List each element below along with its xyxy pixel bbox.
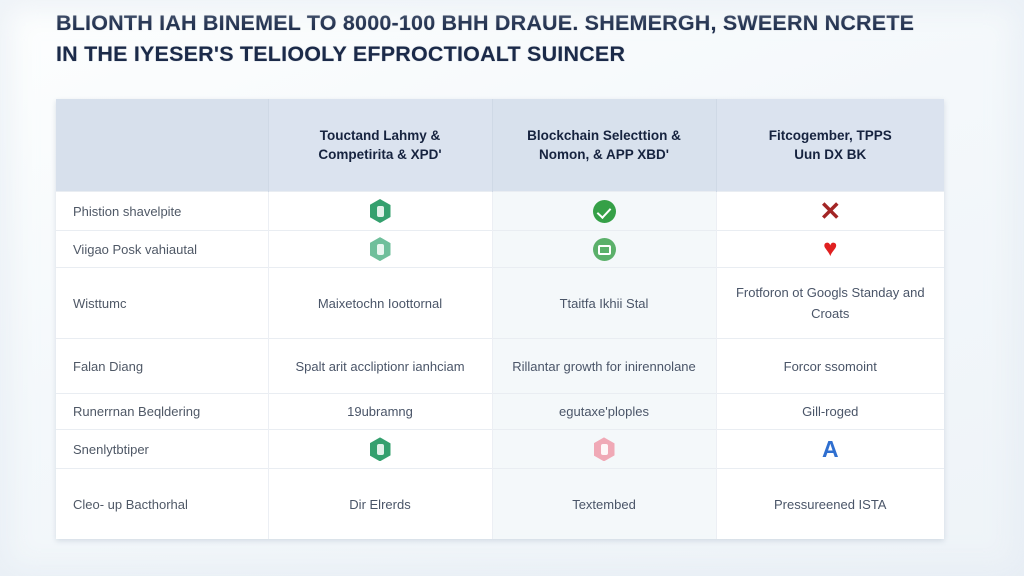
table-row: Cleo- up Bacthorhal Dir Elrerds Textembed P… <box>56 468 944 539</box>
heart-icon: ♥ <box>823 235 838 263</box>
hex-badge-pink-icon <box>593 437 615 462</box>
table-cell-text: Forcor ssomoint <box>783 358 877 374</box>
table-cell: Dir Elrerds <box>268 468 493 539</box>
table-cell <box>268 190 493 231</box>
table-cell-text: Rillantar growth for inirennolane <box>512 358 696 374</box>
table-cell: ✕ <box>716 190 944 231</box>
table-header-line-1: Blockchain Selecttion & <box>527 128 681 143</box>
table-cell-text: egutaxe'ploples <box>559 404 649 420</box>
hex-badge-icon <box>369 237 391 262</box>
table-cell: egutaxe'ploples <box>492 393 717 430</box>
table-cell-text: Spalt arit accliptionr ianhciam <box>295 358 465 374</box>
table-cell: Pressureened ISTA <box>716 468 944 539</box>
comparison-table: Touctand Lahmy & Competirita & XPD' Bloc… <box>56 99 944 539</box>
table-header-line-2: Uun DX BK <box>794 147 867 162</box>
check-circle-icon <box>592 199 616 223</box>
table-cell: Frotforon ot Googls Standay and Croats <box>716 267 944 339</box>
table-row-label: Cleo- up Bacthorhal <box>56 468 269 539</box>
table-cell-text: Pressureened ISTA <box>774 496 887 512</box>
page-title-line-2: IN THE IYESER'S TELIOOLY EFPROCTIOALT SU… <box>56 42 626 66</box>
table-cell-text: Dir Elrerds <box>349 496 411 512</box>
table-header-cell-2: Blockchain Selecttion & Nomon, & APP XBD… <box>492 99 717 192</box>
hex-badge-icon <box>369 437 391 462</box>
table-cell: Rillantar growth for inirennolane <box>492 338 717 394</box>
table-cell <box>492 429 717 469</box>
table-header-cell-1: Touctand Lahmy & Competirita & XPD' <box>268 99 493 192</box>
table-cell: A <box>716 429 944 469</box>
table-cell <box>268 429 493 469</box>
table-cell <box>492 230 717 268</box>
table-row-label: Wisttumc <box>56 267 269 339</box>
table-cell-text: Ttaitfa Ikhii Stal <box>559 295 649 311</box>
table-row: Phistion shavelpite ✕ <box>56 190 944 231</box>
table-cell-text: Textembed <box>572 496 636 512</box>
comparison-table-container: Touctand Lahmy & Competirita & XPD' Bloc… <box>56 99 944 539</box>
table-cell: Ttaitfa Ikhii Stal <box>492 267 717 339</box>
table-body: Phistion shavelpite ✕ Viigao Posk vahiauta… <box>56 190 944 539</box>
table-header-line-2: Competirita & XPD' <box>318 147 442 162</box>
table-header-line-1: Touctand Lahmy & <box>319 128 441 143</box>
hex-badge-icon <box>369 199 391 224</box>
page-title: BLIONTH IAH BINEMEL TO 8000-100 BHH DRAU… <box>56 8 968 70</box>
table-cell-text: Frotforon ot Googls Standay and Croats <box>735 285 925 322</box>
table-cell: 19ubramng <box>268 393 493 430</box>
page-title-line-1: BLIONTH IAH BINEMEL TO 8000-100 BHH DRAU… <box>56 11 915 35</box>
table-cell: Gill-roged <box>716 393 944 430</box>
table-cell-text: Gill-roged <box>802 404 859 420</box>
ring-circle-icon <box>592 237 616 261</box>
table-cell-text: 19ubramng <box>347 404 413 420</box>
table-row-label: Phistion shavelpite <box>56 190 269 231</box>
table-row: Falan Diang Spalt arit accliptionr ianhci… <box>56 338 944 394</box>
table-header: Touctand Lahmy & Competirita & XPD' Bloc… <box>56 99 944 192</box>
table-row: Runerrnan Beqldering 19ubramng egutaxe'plo… <box>56 393 944 430</box>
table-cell: Maixetochn Ioottornal <box>268 267 493 339</box>
table-row-label: Viigao Posk vahiautal <box>56 230 269 268</box>
table-header-cell-3: Fitcogember, TPPS Uun DX BK <box>716 99 944 192</box>
table-cell-text: Maixetochn Ioottornal <box>317 295 443 311</box>
table-cell <box>268 230 493 268</box>
table-row-label: Runerrnan Beqldering <box>56 393 269 430</box>
table-cell: Forcor ssomoint <box>716 338 944 394</box>
table-row-label: Snenlytbtiper <box>56 429 269 469</box>
table-header-row: Touctand Lahmy & Competirita & XPD' Bloc… <box>56 99 944 192</box>
table-row: Viigao Posk vahiautal ♥ <box>56 230 944 268</box>
table-header-cell-0 <box>56 99 269 192</box>
table-cell <box>492 190 717 231</box>
table-header-line-1: Fitcogember, TPPS <box>768 128 892 143</box>
table-cell: ♥ <box>716 230 944 268</box>
table-row-label: Falan Diang <box>56 338 269 394</box>
table-cell: Spalt arit accliptionr ianhciam <box>268 338 493 394</box>
table-cell: Textembed <box>492 468 717 539</box>
x-mark-icon: ✕ <box>819 196 842 227</box>
table-row: Wisttumc Maixetochn Ioottornal Ttaitfa Ikh… <box>56 267 944 339</box>
letter-a-icon: A <box>821 435 839 462</box>
table-header-line-2: Nomon, & APP XBD' <box>539 147 669 162</box>
table-row: Snenlytbtiper A <box>56 429 944 469</box>
